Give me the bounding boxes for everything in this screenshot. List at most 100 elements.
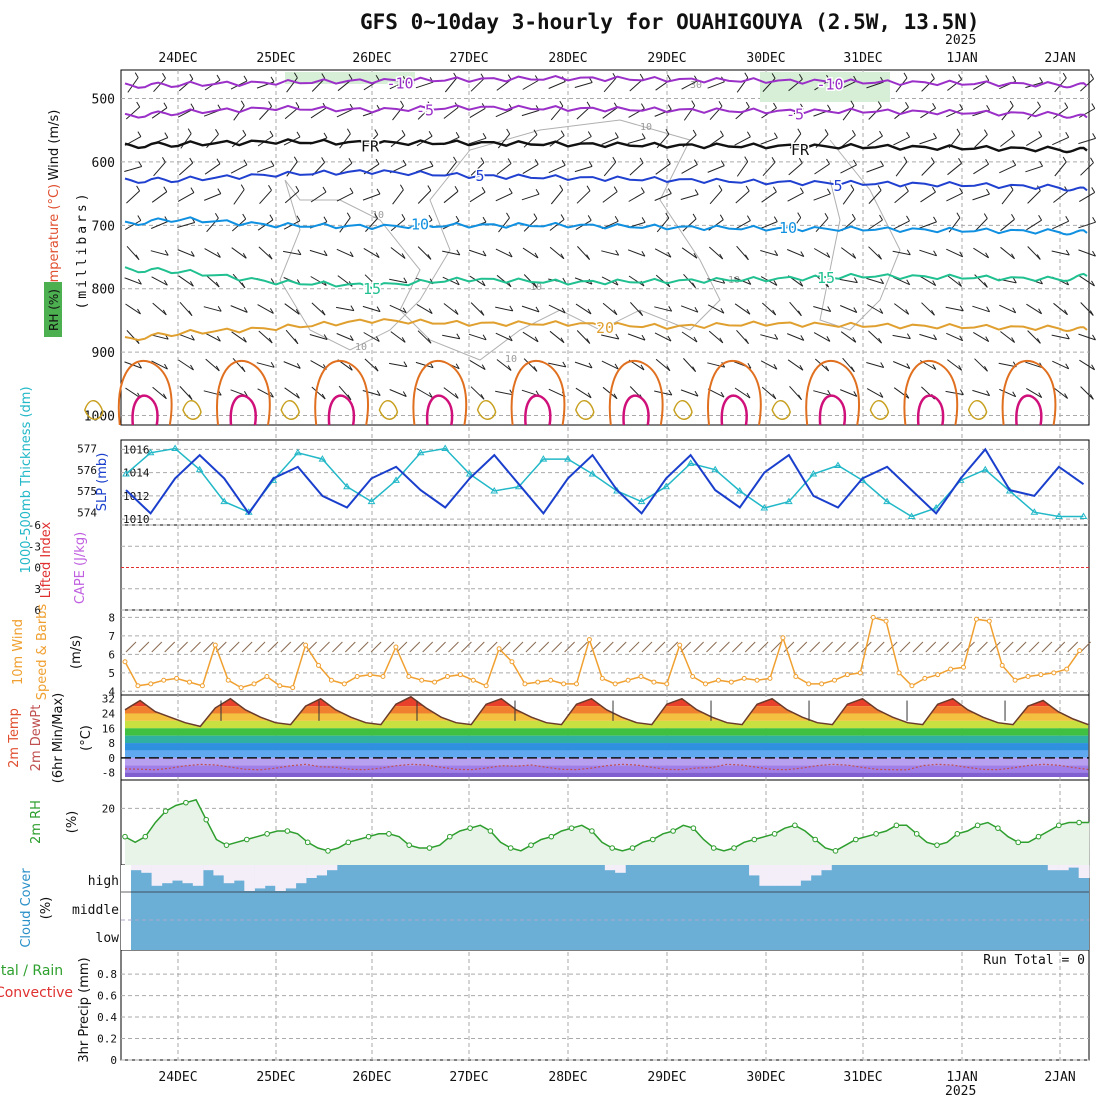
wind10-speed-point (909, 683, 915, 689)
wind-barb (283, 250, 301, 256)
wind10-speed-point (1025, 674, 1031, 680)
wind-barb-flag (692, 366, 697, 372)
wind-barb (126, 245, 140, 261)
wind10-speed-point (1051, 670, 1057, 676)
wind10-speed-point (832, 677, 837, 683)
wind-barb (734, 220, 751, 230)
wind-barb (1026, 135, 1042, 147)
cloud-high-gap (234, 865, 245, 881)
wind-barb-flag (216, 252, 221, 258)
wind-barb (362, 305, 381, 313)
wind-barb-flag (454, 309, 459, 315)
temp-band (125, 757, 1089, 766)
wind-barb (813, 332, 831, 342)
wind-barb-flag (482, 216, 487, 223)
wind-barb (680, 389, 699, 397)
wind-barb-flag (933, 216, 937, 223)
wind-barb-flag (242, 336, 247, 343)
thickness-point (146, 448, 155, 456)
wind-barb (522, 80, 539, 90)
wind-barb-flag (401, 213, 406, 220)
wind-barb (1078, 221, 1096, 229)
wind-barb-flag (1092, 334, 1096, 341)
wind-barb (946, 359, 963, 371)
boundary-layer-contour-inner (327, 394, 356, 426)
rh2m-point (731, 845, 737, 851)
wind-barb (787, 249, 804, 257)
wind-barb-flag (508, 251, 513, 258)
cloud-high-gap (779, 865, 791, 886)
rh2m-point (771, 831, 778, 837)
wind-barb (284, 387, 300, 399)
temp-contour-line (124, 104, 1088, 119)
wind-barb (787, 108, 804, 118)
wind-barb-flag (401, 253, 406, 259)
boundary-layer-contour-inner (524, 394, 552, 426)
wind10-barb (203, 641, 214, 653)
wind10-speed-point (509, 659, 515, 665)
wind-barb-flag (376, 390, 381, 396)
wind-barb-flag (667, 188, 672, 194)
wind-barb (1080, 162, 1094, 176)
thickness-point (490, 487, 499, 494)
wind-barb-flag (746, 392, 751, 399)
thickness-point (367, 497, 376, 505)
wind-barb (310, 107, 327, 119)
rh2m-point (1056, 822, 1062, 829)
wind-barb (443, 387, 459, 399)
cloud-high-gap (203, 865, 214, 871)
wind10-barb (512, 641, 524, 653)
wind-barb (124, 277, 142, 285)
thickness-point (981, 465, 990, 473)
wind-barb (495, 248, 513, 258)
wind10-barb (435, 641, 446, 653)
thickness-point (122, 470, 130, 477)
wind10-barb (190, 641, 201, 653)
wind-barb-flag (402, 307, 407, 313)
wind-barb (496, 359, 512, 371)
wind-barb-flag (588, 161, 593, 167)
wind10-speed-point (986, 618, 992, 624)
rh2m-point (244, 836, 250, 843)
wind-barb-flag (640, 187, 645, 193)
wind-barb-flag (294, 338, 299, 345)
wind-barb-flag (641, 217, 646, 223)
wind-barb (204, 193, 221, 201)
wind-barb (999, 164, 1016, 174)
wind-barb (893, 220, 910, 230)
wind-barb-flag (959, 335, 964, 341)
surface-heat-contour (673, 400, 693, 420)
wind10-barb (551, 641, 563, 653)
wind-barb (496, 163, 512, 175)
wind-barb (310, 276, 327, 286)
rh-contour-label: 10 (530, 282, 542, 293)
wind-barb (389, 278, 407, 284)
wind-barb (203, 306, 222, 312)
wind-barb (284, 303, 300, 315)
wind-barb (523, 134, 538, 148)
wind-barb-flag (270, 160, 275, 167)
wind-barb (628, 275, 645, 287)
wind-barb-flag (188, 310, 193, 316)
wind-barb-flag (879, 392, 884, 398)
wind-barb (867, 135, 883, 147)
wind-barb (1027, 190, 1041, 204)
wind-barb (576, 106, 591, 120)
wind-barb-flag (400, 100, 404, 107)
wind-barb (601, 334, 619, 340)
wind-barb-flag (986, 188, 990, 195)
cloud-high-gap (821, 865, 832, 871)
wind-barb-flag (800, 251, 805, 257)
wind-barb-flag (1039, 160, 1044, 167)
wind-barb (497, 133, 511, 149)
wind-barb (945, 390, 964, 396)
wind-barb (760, 334, 778, 340)
wind-barb-flag (214, 212, 219, 219)
wind-barb (442, 276, 460, 286)
wind-barb (495, 192, 513, 202)
wind-barb-flag (641, 133, 646, 139)
date-tick-bottom: 2JAN (1044, 1070, 1075, 1085)
slp-line (125, 447, 1085, 516)
date-tick-bottom: 24DEC (158, 1070, 197, 1085)
wind-barb-flag (268, 253, 273, 260)
